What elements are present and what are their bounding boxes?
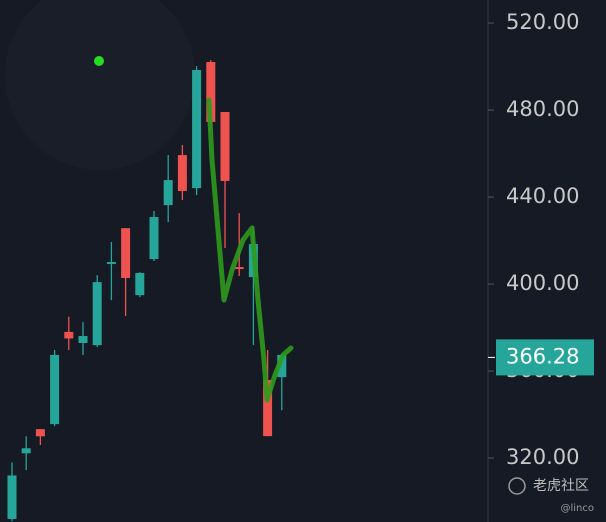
y-tick-label: 440.00 [506, 184, 579, 208]
candle-body [7, 475, 17, 519]
author: @linco [560, 503, 594, 514]
y-tick-label: 400.00 [506, 271, 579, 295]
candle-body [35, 429, 45, 437]
last-price-label: 366.28 [506, 344, 579, 368]
marker-dot [94, 56, 104, 66]
candle-body [263, 379, 273, 437]
watermark-icon [508, 477, 526, 495]
drawn-trend-line [206, 97, 294, 403]
highlight-halo [5, 0, 195, 170]
watermark: 老虎社区 [533, 478, 589, 494]
candle-body [121, 228, 131, 278]
candle-body [192, 70, 202, 189]
candle-body [135, 272, 145, 296]
y-tick-label: 480.00 [506, 97, 579, 121]
candle-body [21, 448, 31, 454]
candle-body [206, 61, 216, 123]
candle-body [64, 331, 74, 339]
candle-body [50, 354, 60, 425]
y-tick-label: 520.00 [506, 10, 579, 34]
candle-body [220, 112, 230, 181]
candle-body [106, 262, 116, 265]
candle-body [277, 354, 287, 378]
candle-body [177, 155, 187, 191]
candle-body [234, 267, 244, 270]
candle-body [149, 217, 159, 260]
candle-body [92, 282, 102, 346]
last-price-box [496, 339, 594, 376]
candle-body [163, 180, 173, 206]
y-tick-label: 320.00 [506, 445, 579, 469]
candle-body [78, 336, 88, 343]
